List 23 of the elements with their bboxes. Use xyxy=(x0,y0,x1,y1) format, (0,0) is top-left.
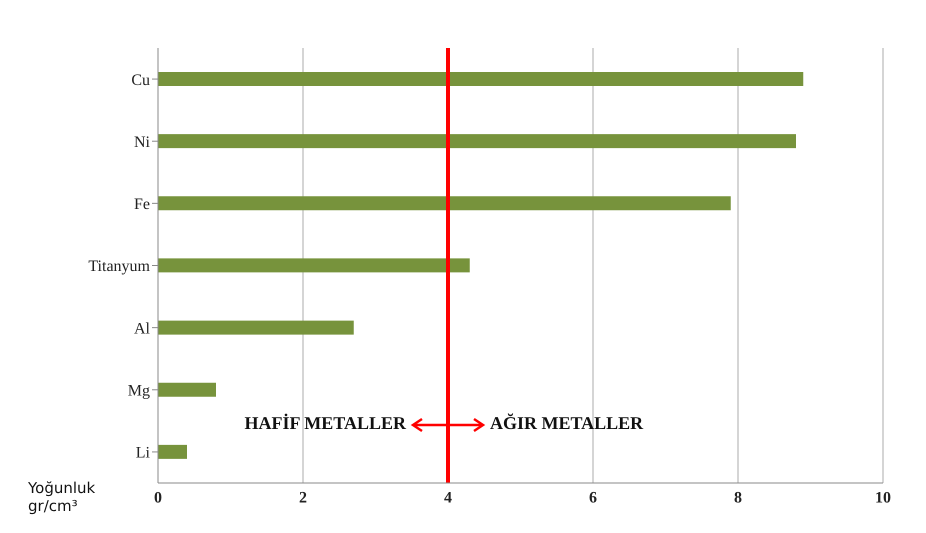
x-tick-label: 10 xyxy=(875,489,891,506)
bar xyxy=(158,258,470,272)
y-tick-label: Ni xyxy=(134,134,151,151)
bar xyxy=(158,320,354,335)
y-tick-label: Mg xyxy=(128,382,150,400)
y-tick-label: Li xyxy=(136,444,151,462)
annotation: AĞIR METALLER xyxy=(490,413,644,434)
bar xyxy=(158,444,187,459)
x-axis-title: Yoğunluk gr/cm³ xyxy=(28,479,96,515)
bar xyxy=(158,72,804,86)
x-tick-label: 6 xyxy=(589,489,597,506)
y-tick-label: Cu xyxy=(131,72,150,89)
y-tick-label: Al xyxy=(134,320,151,338)
x-tick-label: 8 xyxy=(734,489,742,506)
y-tick-label: Titanyum xyxy=(88,258,151,276)
y-tick-label: Fe xyxy=(134,196,150,214)
x-tick-label: 2 xyxy=(299,489,307,506)
bar xyxy=(158,382,216,397)
bar xyxy=(158,196,731,210)
annotation: HAFİF METALLER xyxy=(244,413,406,434)
x-tick-label: 4 xyxy=(444,489,452,506)
x-tick-label: 0 xyxy=(154,489,162,506)
bar xyxy=(158,134,796,148)
